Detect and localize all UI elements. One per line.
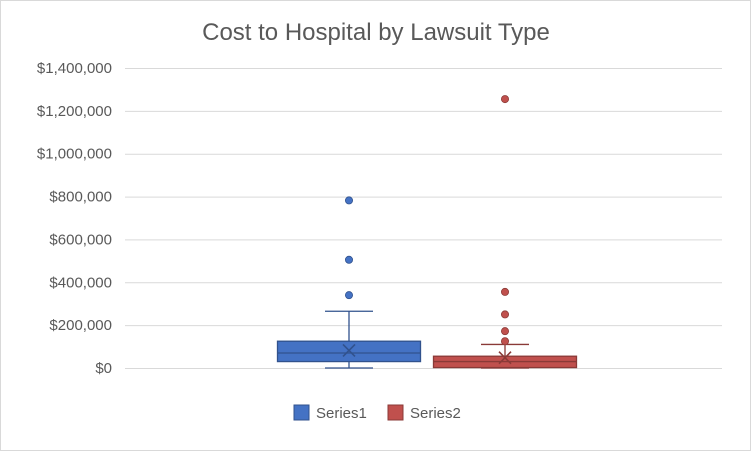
mean-marker xyxy=(342,343,356,357)
outlier-point xyxy=(500,95,509,104)
outlier-point xyxy=(344,255,353,264)
outlier-point xyxy=(500,337,509,346)
outlier-point xyxy=(344,291,353,300)
y-tick-label: $200,000 xyxy=(49,317,112,334)
outlier-point xyxy=(500,327,509,336)
outlier-point xyxy=(500,287,509,296)
outlier-point xyxy=(500,310,509,319)
gridlines xyxy=(125,68,722,369)
y-tick-label: $1,400,000 xyxy=(37,60,112,77)
legend-label-series1: Series1 xyxy=(316,405,367,422)
legend-swatch-series1 xyxy=(293,404,310,421)
box-series2 xyxy=(432,95,578,369)
legend-label-series2: Series2 xyxy=(410,405,461,422)
y-tick-label: $600,000 xyxy=(49,231,112,248)
box-series xyxy=(276,95,578,369)
legend-swatch-series2 xyxy=(387,404,404,421)
y-tick-label: $1,200,000 xyxy=(37,103,112,120)
mean-marker xyxy=(498,351,512,365)
legend: Series1 Series2 xyxy=(293,404,461,422)
y-tick-label: $800,000 xyxy=(49,189,112,206)
y-tick-label: $400,000 xyxy=(49,274,112,291)
chart-title: Cost to Hospital by Lawsuit Type xyxy=(202,19,550,46)
outlier-point xyxy=(344,196,353,205)
y-axis-tick-labels: $0 $200,000 $400,000 $600,000 $800,000 $1,000… xyxy=(37,60,112,377)
y-tick-label: $1,000,000 xyxy=(37,146,112,163)
y-tick-label: $0 xyxy=(95,360,112,377)
box-series1 xyxy=(276,196,422,369)
